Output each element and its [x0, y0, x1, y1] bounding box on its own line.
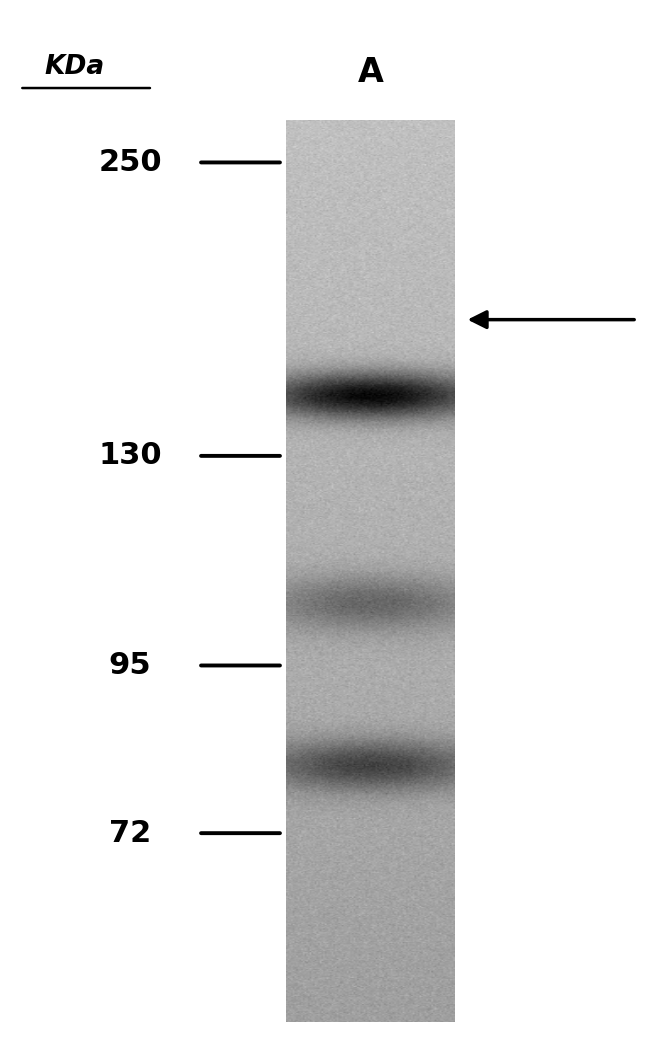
Text: KDa: KDa: [45, 54, 105, 81]
Text: 72: 72: [109, 818, 151, 848]
Text: 95: 95: [109, 651, 151, 680]
Text: 130: 130: [98, 441, 162, 471]
Text: 250: 250: [98, 148, 162, 177]
Text: A: A: [358, 57, 384, 89]
